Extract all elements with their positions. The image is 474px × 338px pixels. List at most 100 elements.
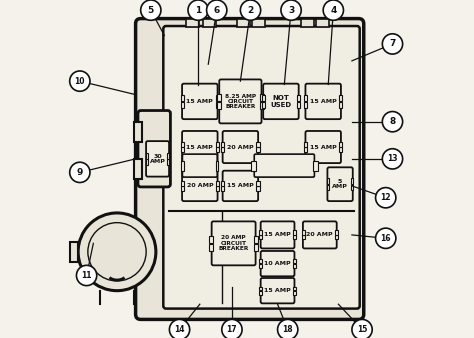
FancyBboxPatch shape xyxy=(254,154,314,177)
Bar xyxy=(301,235,305,239)
Bar xyxy=(146,159,148,165)
Bar xyxy=(293,260,296,263)
Bar xyxy=(339,95,342,101)
Bar xyxy=(259,260,262,263)
Bar xyxy=(262,102,265,107)
Bar xyxy=(221,181,224,186)
Text: 16: 16 xyxy=(381,234,391,243)
Bar xyxy=(221,147,224,152)
Circle shape xyxy=(323,0,344,20)
Text: 20 AMP
CIRCUIT
BREAKER: 20 AMP CIRCUIT BREAKER xyxy=(219,236,249,251)
Bar xyxy=(293,264,296,268)
Bar xyxy=(351,178,353,184)
Text: 15 AMP: 15 AMP xyxy=(310,145,337,149)
Bar xyxy=(251,161,255,171)
Circle shape xyxy=(383,34,402,54)
Bar xyxy=(256,181,260,186)
Text: 20 AMP: 20 AMP xyxy=(186,184,213,188)
Text: 15 AMP: 15 AMP xyxy=(310,99,337,104)
Bar xyxy=(262,95,265,101)
Bar xyxy=(301,19,314,27)
Text: 14: 14 xyxy=(174,325,185,334)
FancyBboxPatch shape xyxy=(182,154,217,177)
Text: 17: 17 xyxy=(227,325,237,334)
Circle shape xyxy=(383,112,402,132)
Text: 5
AMP: 5 AMP xyxy=(332,179,348,189)
Circle shape xyxy=(78,213,156,291)
FancyBboxPatch shape xyxy=(136,19,364,319)
Bar xyxy=(260,94,264,101)
Bar xyxy=(327,185,329,190)
Bar xyxy=(210,236,213,243)
FancyBboxPatch shape xyxy=(303,221,337,248)
Text: 15 AMP: 15 AMP xyxy=(186,99,213,104)
FancyBboxPatch shape xyxy=(164,26,360,309)
Text: 9: 9 xyxy=(77,168,83,177)
Bar xyxy=(181,181,184,186)
Bar xyxy=(216,147,219,152)
Bar xyxy=(217,94,221,101)
Text: 3: 3 xyxy=(288,6,294,15)
Text: 10: 10 xyxy=(74,77,85,86)
FancyBboxPatch shape xyxy=(261,221,294,248)
Bar xyxy=(216,102,219,107)
Bar xyxy=(167,159,169,165)
Circle shape xyxy=(278,319,298,338)
Bar xyxy=(259,287,262,290)
Bar xyxy=(301,231,305,235)
Bar xyxy=(181,95,184,101)
Bar xyxy=(221,186,224,191)
Text: 7: 7 xyxy=(389,40,396,48)
FancyBboxPatch shape xyxy=(223,131,258,163)
Bar xyxy=(293,231,296,235)
Bar xyxy=(259,264,262,268)
Text: 2: 2 xyxy=(247,6,254,15)
Text: 20 AMP: 20 AMP xyxy=(227,145,254,149)
Bar xyxy=(167,153,169,159)
Circle shape xyxy=(222,319,242,338)
FancyBboxPatch shape xyxy=(305,84,341,119)
Bar xyxy=(181,142,184,147)
Circle shape xyxy=(88,223,146,281)
Circle shape xyxy=(352,319,372,338)
Bar xyxy=(327,178,329,184)
FancyBboxPatch shape xyxy=(261,278,294,304)
Circle shape xyxy=(169,319,190,338)
Bar xyxy=(304,102,307,107)
Bar xyxy=(186,19,199,27)
Bar xyxy=(259,231,262,235)
Text: NOT
USED: NOT USED xyxy=(270,95,292,107)
Bar xyxy=(335,235,338,239)
Bar xyxy=(181,102,184,107)
Text: 15 AMP: 15 AMP xyxy=(264,233,291,237)
Bar xyxy=(181,161,184,171)
Bar xyxy=(259,235,262,239)
Bar xyxy=(256,147,260,152)
FancyBboxPatch shape xyxy=(146,141,169,176)
Text: 8: 8 xyxy=(389,117,396,126)
Bar xyxy=(146,153,148,159)
Bar xyxy=(313,161,318,171)
Bar xyxy=(254,236,258,243)
Bar xyxy=(134,159,142,179)
Text: 20 AMP: 20 AMP xyxy=(307,233,333,237)
FancyBboxPatch shape xyxy=(263,84,299,119)
Text: 11: 11 xyxy=(82,271,92,280)
Bar xyxy=(297,95,300,101)
Text: 15 AMP: 15 AMP xyxy=(227,184,254,188)
Bar xyxy=(335,231,338,235)
Bar xyxy=(256,142,260,147)
Text: 4: 4 xyxy=(330,6,337,15)
Circle shape xyxy=(76,265,97,286)
Circle shape xyxy=(70,71,90,91)
Bar xyxy=(254,244,258,251)
Text: 10 AMP: 10 AMP xyxy=(264,261,291,266)
Circle shape xyxy=(375,188,396,208)
FancyBboxPatch shape xyxy=(182,131,218,163)
FancyBboxPatch shape xyxy=(138,111,171,187)
Bar xyxy=(339,142,342,147)
Bar xyxy=(70,242,78,262)
Text: 15: 15 xyxy=(357,325,367,334)
FancyBboxPatch shape xyxy=(223,171,258,201)
Bar xyxy=(181,186,184,191)
